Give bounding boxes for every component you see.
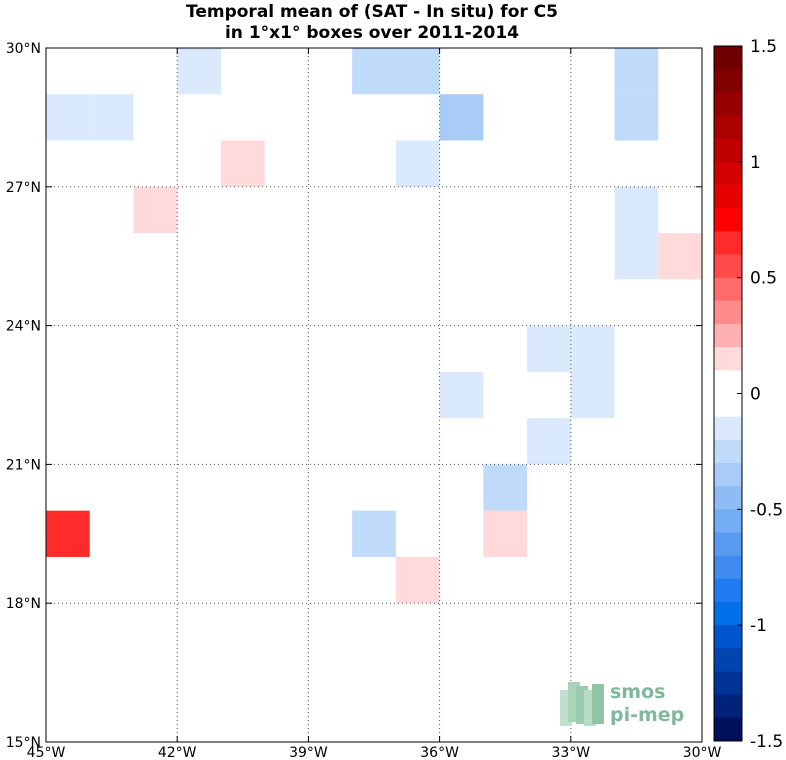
heatmap-cell xyxy=(220,140,265,187)
colorbar-bin xyxy=(714,231,742,255)
heatmap-cell xyxy=(614,186,659,234)
colorbar-bin xyxy=(714,625,742,649)
colorbar-tick-label: 0.5 xyxy=(750,269,777,289)
colorbar-tick-label: -0.5 xyxy=(750,500,783,520)
colorbar-bin xyxy=(714,717,742,742)
colorbar xyxy=(713,45,743,742)
colorbar-bin xyxy=(714,671,742,696)
x-tick-label: 33°W xyxy=(551,745,590,760)
heatmap-cell xyxy=(527,325,571,372)
colorbar-tick-label: -1 xyxy=(750,616,767,636)
heatmap-cell xyxy=(483,464,528,511)
map-frame xyxy=(45,47,703,743)
colorbar-tick-label: 1 xyxy=(750,153,761,173)
colorbar-bin xyxy=(714,486,742,510)
heatmap-cells xyxy=(46,48,702,604)
heatmap-cell xyxy=(527,418,571,465)
colorbar-bin xyxy=(714,324,742,348)
heatmap-cell xyxy=(395,48,440,95)
colorbar-bin xyxy=(714,602,742,626)
heatmap-cell xyxy=(133,186,178,234)
heatmap-cell xyxy=(177,48,221,95)
colorbar-bin xyxy=(714,555,742,580)
logo-text-pi-mep: pi-mep xyxy=(610,704,684,726)
colorbar-bin xyxy=(714,46,742,70)
colorbar-tick-label: 0 xyxy=(750,385,761,405)
chart-title-line-1: Temporal mean of (SAT - In situ) for C5 xyxy=(186,2,558,22)
heatmap-cell xyxy=(352,48,396,95)
x-tick-label: 45°W xyxy=(27,745,66,760)
colorbar-bin xyxy=(714,92,742,116)
smos-pi-mep-logo: smos pi-mep xyxy=(560,681,684,726)
y-tick-label: 30°N xyxy=(6,41,41,57)
grid-lines xyxy=(46,48,702,742)
heatmap-cell xyxy=(439,94,484,141)
heatmap-cell xyxy=(89,94,134,141)
colorbar-bin xyxy=(714,185,742,209)
colorbar-bin xyxy=(714,115,742,140)
colorbar-bin xyxy=(714,509,742,533)
y-axis-ticks: 15°N 18°N 21°N 24°N 27°N 30°N xyxy=(6,41,702,751)
x-tick-label: 42°W xyxy=(158,745,197,760)
chart-title-line-2: in 1°x1° boxes over 2011-2014 xyxy=(225,23,519,43)
colorbar-tick-label: -1.5 xyxy=(750,732,783,752)
x-tick-label: 36°W xyxy=(420,745,459,760)
heatmap-cell xyxy=(439,371,484,419)
logo-text-smos: smos xyxy=(610,681,665,703)
x-tick-label: 39°W xyxy=(289,745,328,760)
heatmap-cell xyxy=(614,94,659,141)
heatmap-cell xyxy=(614,48,659,95)
heatmap-cell xyxy=(46,510,90,557)
colorbar-tick-label: 1.5 xyxy=(750,37,777,57)
colorbar-bin xyxy=(714,439,742,464)
colorbar-bin xyxy=(714,208,742,232)
heatmap-cell xyxy=(46,94,90,141)
heatmap-cell xyxy=(570,325,615,372)
y-tick-label: 24°N xyxy=(6,319,41,335)
y-tick-label: 21°N xyxy=(6,457,41,473)
x-tick-label: 30°W xyxy=(683,745,722,760)
colorbar-bin xyxy=(714,69,742,93)
heatmap-cell xyxy=(395,556,440,604)
heatmap-cell xyxy=(352,510,396,557)
colorbar-bin xyxy=(714,277,742,302)
map-plot-area: smos pi-mep xyxy=(45,47,703,743)
heatmap-cell xyxy=(483,510,528,557)
colorbar-bin xyxy=(714,694,742,719)
colorbar-bin xyxy=(714,347,742,371)
colorbar-bin xyxy=(714,138,742,163)
colorbar-ticks: 1.5 1 0.5 0 -0.5 -1 -1.5 xyxy=(737,37,783,752)
colorbar-bin xyxy=(714,648,742,672)
colorbar-bin xyxy=(714,254,742,279)
heatmap-cell xyxy=(614,233,659,280)
colorbar-bin xyxy=(714,300,742,325)
x-axis-ticks: 45°W 42°W 39°W 36°W 33°W 30°W xyxy=(27,48,722,760)
colorbar-bin xyxy=(714,370,742,394)
y-tick-label: 18°N xyxy=(6,596,41,612)
colorbar-bin xyxy=(714,393,742,418)
heatmap-cell xyxy=(395,140,440,187)
colorbar-bin xyxy=(714,161,742,186)
heatmap-cell xyxy=(658,233,702,280)
y-tick-label: 27°N xyxy=(6,180,41,196)
heatmap-cell xyxy=(570,371,615,419)
colorbar-bin xyxy=(714,532,742,557)
colorbar-bin xyxy=(714,578,742,603)
colorbar-bin xyxy=(714,463,742,487)
colorbar-bin xyxy=(714,416,742,441)
y-tick-label: 15°N xyxy=(6,735,41,751)
